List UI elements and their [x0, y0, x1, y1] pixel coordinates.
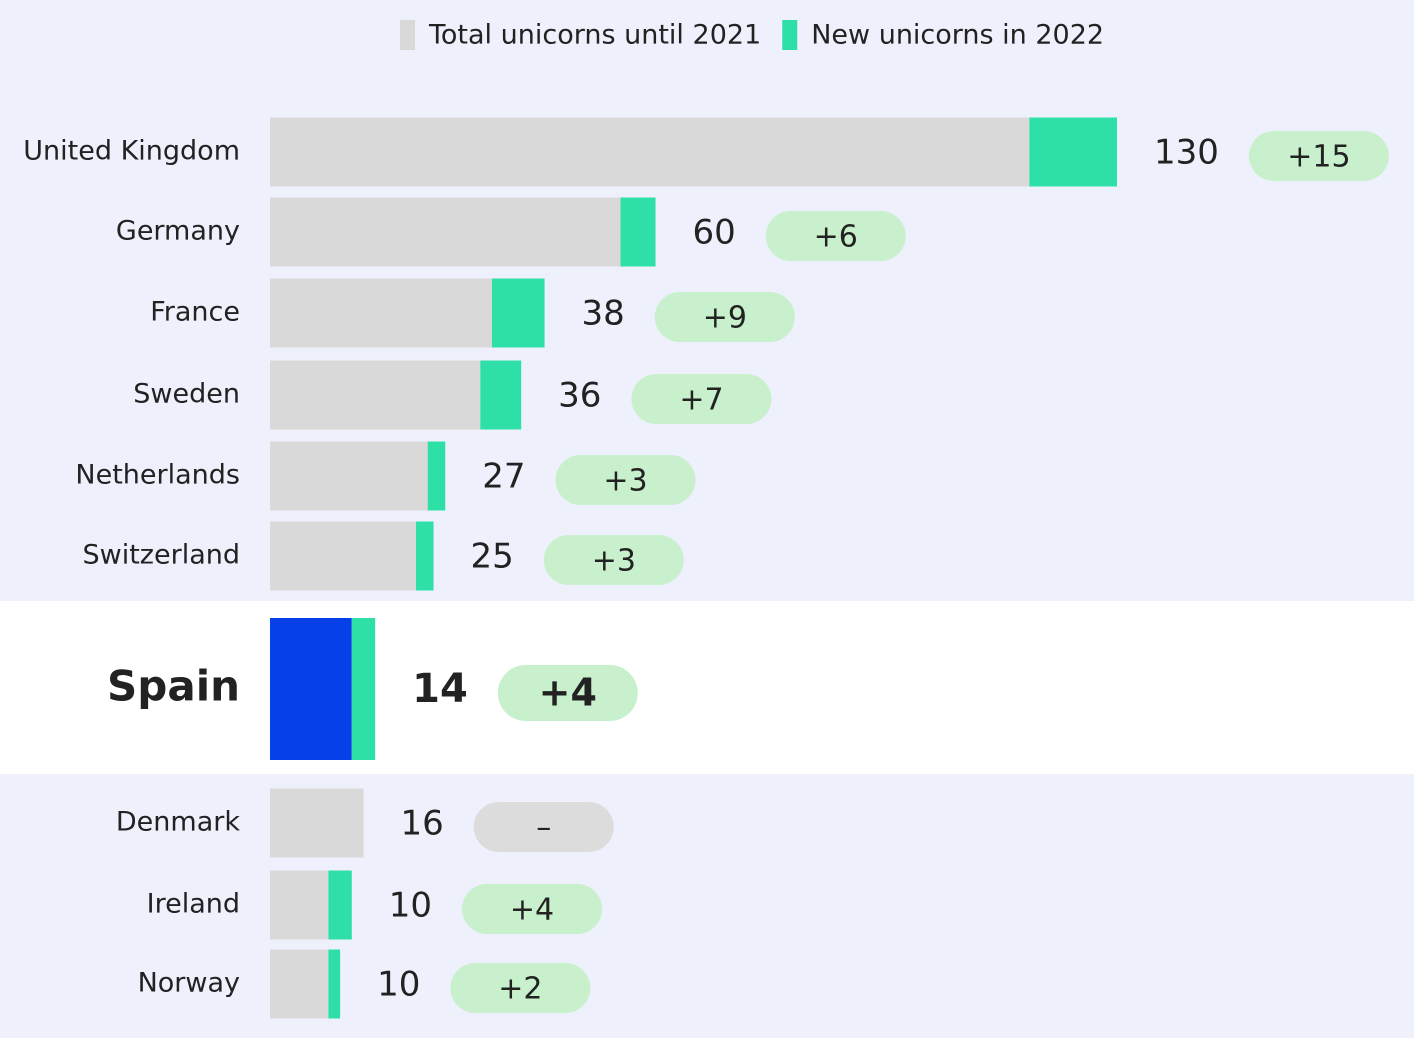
total-label: 14 — [412, 666, 468, 712]
category-label: Switzerland — [83, 540, 241, 571]
change-pill — [497, 665, 638, 721]
change-pill — [555, 455, 696, 505]
bar-segment — [270, 441, 428, 511]
total-label: 36 — [558, 376, 601, 416]
total-label: 27 — [482, 457, 525, 497]
bar-segment — [620, 197, 656, 267]
change-pill — [765, 211, 906, 261]
bar-segment — [270, 870, 329, 940]
bar-segment — [270, 278, 492, 348]
category-label: Netherlands — [75, 460, 240, 491]
total-label: 60 — [693, 213, 736, 253]
total-label: 38 — [582, 294, 625, 334]
legend-label: Total unicorns until 2021 — [428, 20, 761, 51]
change-label: +6 — [814, 220, 858, 255]
bar-segment — [328, 870, 352, 940]
change-pill — [450, 963, 591, 1013]
change-label: +7 — [679, 383, 723, 418]
bar-segment — [270, 197, 621, 267]
category-label: Sweden — [133, 379, 240, 410]
category-label: Ireland — [147, 889, 240, 920]
change-pill — [1248, 131, 1389, 181]
total-label: 130 — [1154, 133, 1219, 173]
bar-segment — [270, 949, 329, 1019]
bar-segment — [270, 521, 417, 591]
change-label: +15 — [1287, 140, 1350, 175]
bar-segment — [416, 521, 434, 591]
bar-segment — [270, 618, 352, 760]
bar-segment — [328, 949, 341, 1019]
bar-segment — [270, 360, 481, 430]
bar-segment — [427, 441, 446, 511]
bar-segment — [480, 360, 522, 430]
highlight-category-label: Spain — [107, 662, 240, 711]
change-label: +3 — [592, 544, 636, 579]
bar-segment — [270, 788, 364, 858]
highlight-band — [0, 601, 1414, 774]
total-label: 10 — [377, 965, 420, 1005]
legend-swatch — [782, 20, 798, 50]
change-label: – — [536, 811, 551, 846]
total-label: 16 — [400, 804, 443, 844]
change-pill — [654, 292, 795, 342]
change-label: +2 — [498, 972, 542, 1007]
category-label: Norway — [138, 968, 240, 999]
change-label: +3 — [603, 464, 647, 499]
category-label: Germany — [116, 216, 240, 247]
bar-segment — [491, 278, 545, 348]
change-label: +4 — [539, 671, 597, 715]
bar-segment — [270, 117, 1030, 187]
change-pill — [473, 802, 614, 852]
bar-segment — [1029, 117, 1117, 187]
category-label: United Kingdom — [23, 136, 240, 167]
change-label: +4 — [510, 893, 554, 928]
change-pill — [462, 884, 603, 934]
total-label: 10 — [389, 886, 432, 926]
category-label: Denmark — [116, 807, 240, 838]
change-pill — [543, 535, 684, 585]
change-label: +9 — [703, 301, 747, 336]
change-pill — [631, 374, 772, 424]
category-label: France — [150, 297, 240, 328]
legend-swatch — [400, 20, 415, 50]
legend-label: New unicorns in 2022 — [811, 20, 1104, 51]
total-label: 25 — [471, 537, 514, 577]
bar-segment — [351, 618, 376, 760]
